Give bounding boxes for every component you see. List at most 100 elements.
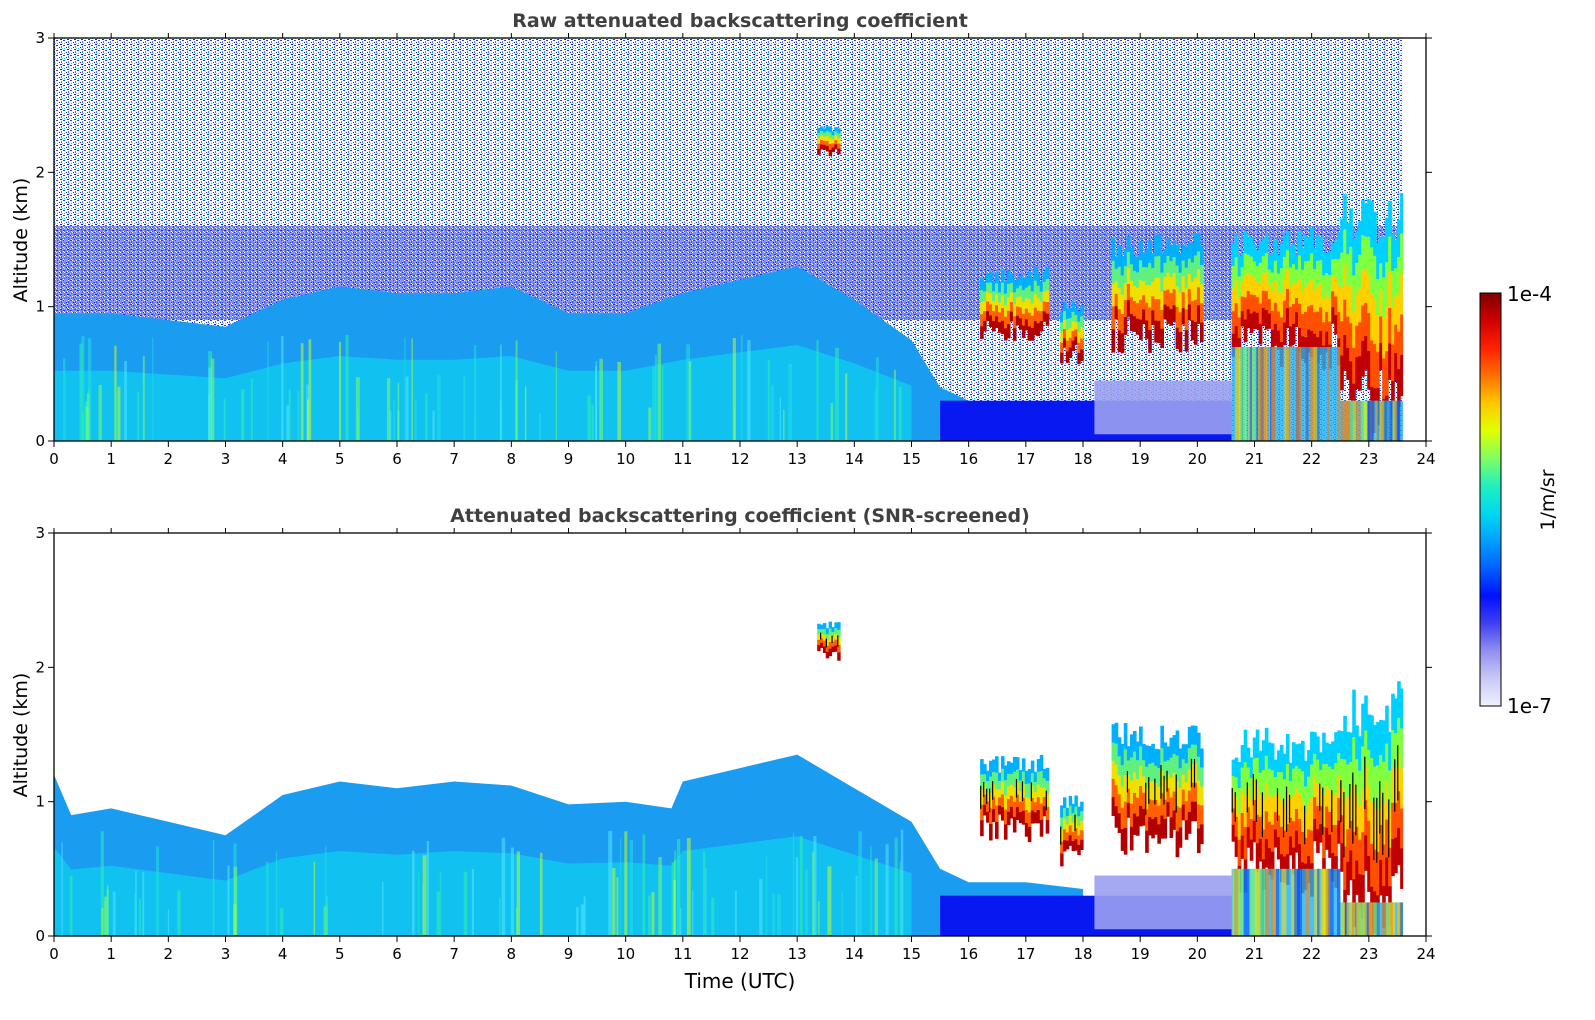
cloud-cell	[1154, 800, 1158, 818]
cloud-cell	[1322, 275, 1326, 300]
sub-cloud-streak	[1294, 868, 1300, 936]
cloud-cell	[1252, 311, 1257, 330]
cloud-cell	[1243, 275, 1248, 298]
x-tick-label: 1	[106, 945, 116, 963]
cloud-cell	[1340, 321, 1344, 357]
cloud-cell	[992, 771, 996, 785]
cloud-cell	[1169, 245, 1174, 262]
cloud-cell	[1367, 351, 1371, 390]
aerosol-streak	[313, 861, 316, 936]
cloud-cell	[1175, 327, 1180, 350]
cloud-cell	[1270, 824, 1275, 853]
cloud-cell	[1157, 786, 1161, 807]
cloud-cell	[831, 641, 835, 648]
aerosol-streak	[411, 338, 413, 441]
cloud-cell	[1313, 290, 1317, 313]
cloud-cell	[1231, 808, 1236, 826]
cloud-cell	[1142, 309, 1146, 325]
cloud-cell	[1388, 770, 1392, 810]
cloud-cell	[1264, 755, 1269, 785]
cloud-cell	[1243, 230, 1248, 254]
aerosol-streak	[325, 896, 328, 936]
aerosol-streak	[799, 835, 803, 936]
cloud-core	[1148, 777, 1150, 804]
sub-cloud-streak	[1337, 346, 1341, 441]
aerosol-streak	[124, 361, 127, 441]
cloud-cell	[1325, 742, 1329, 765]
cloud-cell	[1200, 805, 1204, 826]
aerosol-streak	[783, 409, 785, 441]
cloud-cell	[1006, 283, 1011, 298]
cloud-cell	[992, 809, 996, 823]
cloud-cell	[1382, 720, 1386, 763]
cloud-cell	[820, 629, 824, 635]
aerosol-streak	[281, 335, 284, 441]
cloud-cell	[1319, 752, 1323, 771]
cloud-cell	[1249, 798, 1254, 820]
cloud-cell	[828, 635, 833, 643]
cloud-cell	[1334, 315, 1338, 335]
cloud-cell	[1003, 780, 1008, 796]
cloud-cell	[1117, 309, 1122, 332]
cloud-cell	[1340, 355, 1344, 391]
cloud-cell	[1151, 781, 1155, 801]
cloud-cell	[1157, 767, 1161, 788]
cloud-cell	[1030, 327, 1035, 341]
aerosol-streak	[874, 389, 877, 441]
cloud-cell	[831, 147, 835, 153]
sub-cloud-streak	[1395, 400, 1401, 441]
cloud-cell	[1142, 295, 1146, 311]
sub-cloud-streak	[1357, 902, 1363, 936]
cloud-cell	[1352, 239, 1356, 277]
cloud-cell	[1370, 200, 1374, 248]
aerosol-streak	[463, 375, 466, 441]
cloud-cell	[1166, 746, 1171, 761]
cloud-cell	[1120, 743, 1125, 766]
cloud-cell	[1184, 782, 1189, 802]
cloud-cell	[825, 651, 830, 659]
cloud-cell	[1065, 319, 1070, 331]
cloud-cell	[1200, 322, 1204, 343]
aerosol-streak	[325, 846, 327, 936]
cloud-cell	[1391, 234, 1395, 272]
cloud-cell	[1015, 807, 1020, 821]
sub-cloud-streak	[1327, 346, 1330, 441]
cloud-cell	[1135, 778, 1140, 799]
x-tick-label: 10	[616, 450, 635, 468]
aerosol-streak	[397, 382, 400, 441]
cloud-cell	[1231, 311, 1236, 335]
cloud-cell	[1117, 266, 1122, 289]
cloud-cell	[1123, 723, 1128, 750]
aerosol-streak	[436, 891, 441, 936]
cloud-cell	[1154, 320, 1158, 343]
cloud-cell	[1279, 854, 1284, 883]
sub-cloud-streak	[1381, 902, 1387, 936]
cloud-cell	[1319, 307, 1323, 332]
cloud-cell	[1074, 839, 1078, 851]
cloud-cell	[1030, 303, 1035, 317]
aerosol-streak	[139, 898, 141, 936]
cloud-cell	[1276, 273, 1281, 294]
cloud-cell	[1282, 805, 1287, 832]
cloud-cell	[1346, 861, 1350, 895]
cloud-cell	[1358, 220, 1362, 256]
cloud-cell	[1139, 240, 1143, 261]
sub-cloud-streak	[1310, 346, 1315, 441]
cloud-cell	[980, 789, 984, 806]
cloud-cell	[1249, 237, 1254, 258]
cloud-cell	[1154, 817, 1158, 835]
cloud-cell	[1358, 356, 1362, 391]
cloud-cell	[1285, 231, 1290, 251]
cloud-cell	[995, 294, 999, 306]
cloud-cell	[1279, 772, 1284, 801]
cloud-cell	[1024, 319, 1029, 331]
cloud-cell	[1273, 777, 1278, 796]
cloud-core	[1304, 805, 1306, 845]
cloud-cell	[1394, 239, 1398, 269]
aerosol-streak	[711, 897, 715, 936]
cloud-cell	[1039, 291, 1044, 302]
colorbar-unit-label: 1/m/sr	[1537, 469, 1559, 530]
aerosol-streak	[899, 861, 902, 936]
cloud-cell	[1178, 292, 1183, 313]
cloud-cell	[980, 290, 984, 303]
